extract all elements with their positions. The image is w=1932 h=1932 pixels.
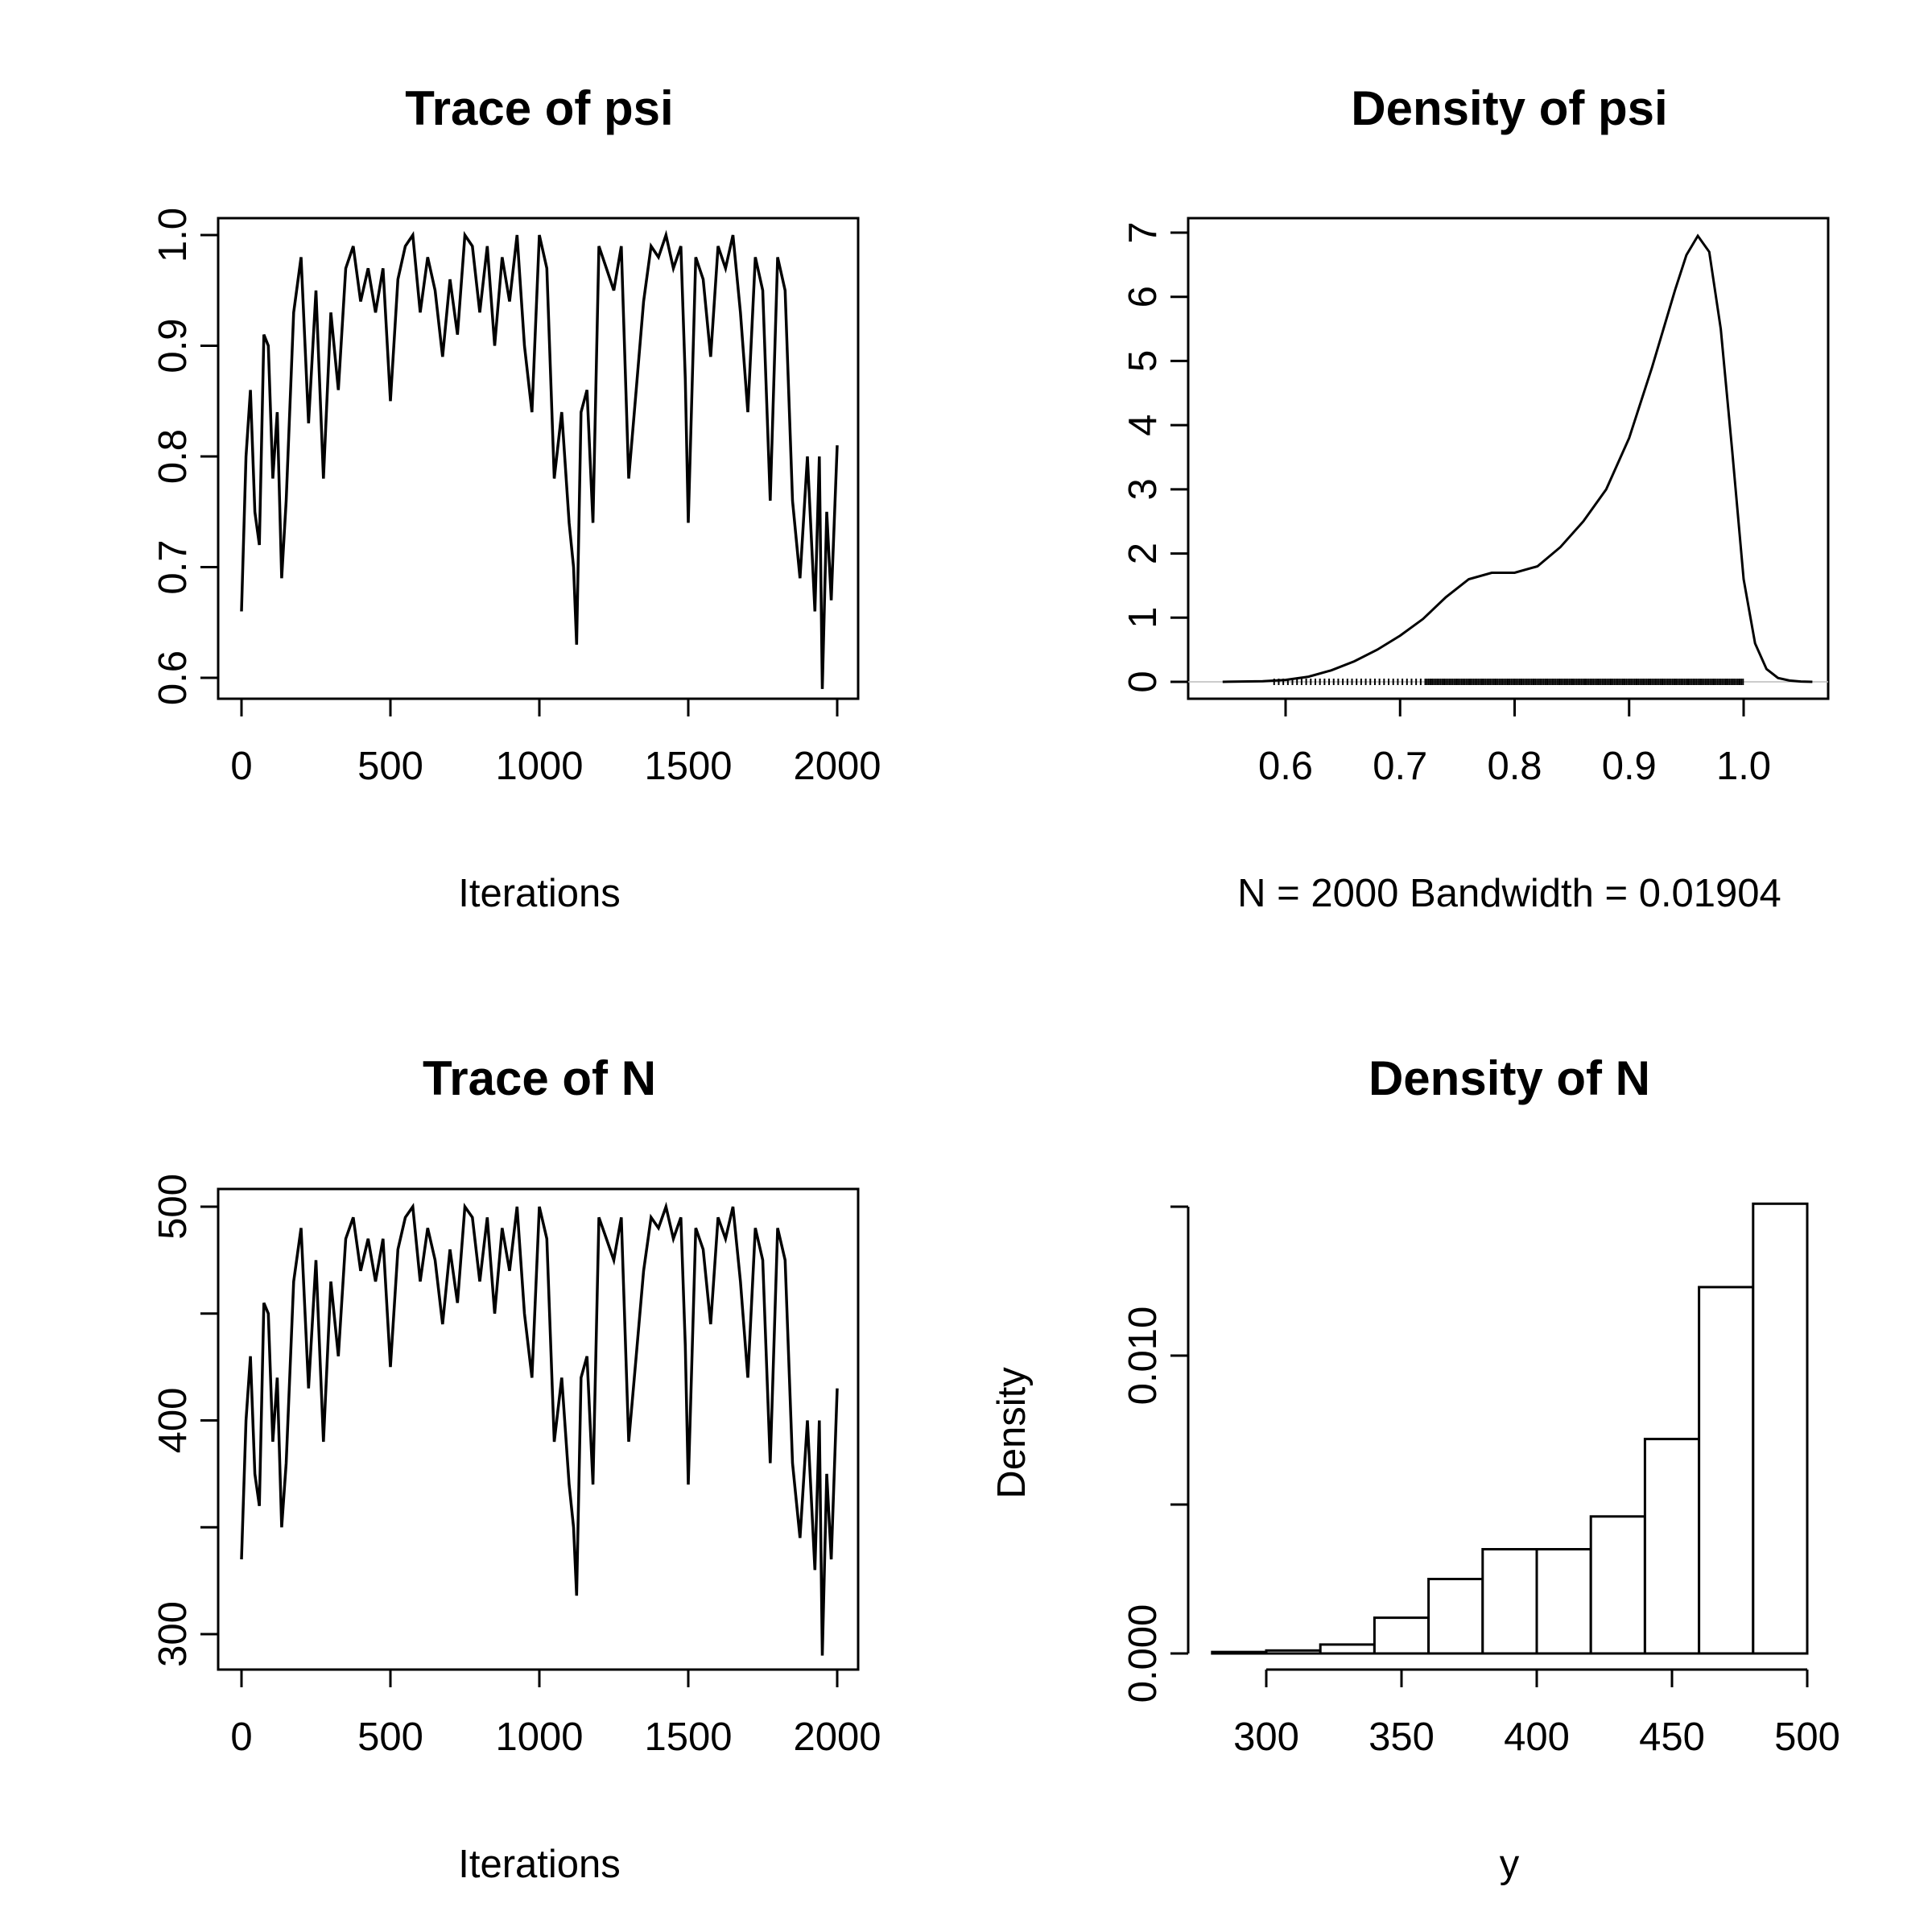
y-tick-label: 0.7 [151,539,195,594]
density-curve [1222,233,1813,683]
y-tick-label: 4 [1121,415,1165,436]
y-tick-label: 400 [151,1388,195,1454]
x-axis-label: y [1500,1843,1520,1886]
y-tick-label: 0.9 [151,318,195,373]
x-tick-label: 0 [230,745,252,788]
x-axis-label: N = 2000 Bandwidth = 0.01904 [1237,872,1781,915]
x-tick-label: 1500 [644,1715,732,1759]
y-tick-label: 2 [1121,543,1165,564]
x-tick-label: 2000 [793,745,881,788]
histogram-bar [1698,1286,1755,1655]
histogram-bar [1265,1649,1322,1655]
rug-marks [1273,679,1744,685]
x-tick-label: 1000 [495,1715,583,1759]
x-tick-label: 0 [230,1715,252,1759]
histogram-bar [1373,1616,1430,1655]
y-axis-label: Density [990,1367,1034,1499]
y-tick-label: 1 [1121,607,1165,629]
y-axis: 0.6 0.7 0.8 0.9 1.0 [151,208,220,705]
panel-density-psi: Density of psi 0.6 0.7 0.8 0.9 1.0 01234567 … [1121,81,1830,915]
y-tick-label: 3 [1121,478,1165,500]
x-axis-label: Iterations [458,872,621,915]
y-axis: 0 1 2 3 4 5 6 7 [1121,221,1190,693]
x-axis: 0.6 0.7 0.8 0.9 1.0 [1258,697,1771,788]
panel-trace-psi: Trace of psi 0 500 1000 1500 2000 0.60.70.80… [151,81,881,915]
chart-title: Trace of psi [405,81,673,135]
trace-line [240,1201,839,1656]
x-tick-label: 1000 [495,745,583,788]
y-tick-label: 0.8 [151,429,195,484]
y-tick-label: 7 [1121,221,1165,243]
histogram-bar [1481,1548,1538,1655]
x-axis: 300 350 400 450 500 [1233,1668,1840,1759]
x-tick-label: 500 [1774,1715,1840,1759]
y-tick-label: 1.0 [151,208,195,262]
x-tick-label: 0.7 [1373,745,1427,788]
histogram-bar [1427,1578,1484,1655]
x-axis: 0 500 1000 1500 2000 [230,1668,881,1759]
x-tick-label: 500 [357,1715,423,1759]
x-tick-label: 0.6 [1258,745,1313,788]
histogram-bar [1319,1643,1376,1655]
y-axis: 300 400 500 [151,1174,220,1667]
x-tick-label: 2000 [793,1715,881,1759]
y-tick-label: 500 [151,1174,195,1240]
histogram-bar [1589,1515,1646,1655]
trace-line [240,229,839,689]
histogram-bars [1211,1202,1809,1655]
histogram-bar [1752,1202,1809,1655]
y-tick-label: 5 [1121,350,1165,372]
chart-title: Trace of N [423,1051,656,1105]
y-tick-label: 0.6 [151,650,195,705]
y-tick-label: 0 [1121,671,1165,692]
panel-trace-n: Trace of N 0 500 1000 1500 2000 300 400 500 It… [151,1051,881,1886]
y-tick-label: 0.010 [1121,1307,1165,1406]
histogram-bar [1643,1438,1701,1655]
x-tick-label: 400 [1504,1715,1570,1759]
x-tick-label: 1.0 [1716,745,1771,788]
x-axis-label: Iterations [458,1843,621,1886]
histogram-bar [1211,1650,1268,1655]
x-tick-label: 300 [1233,1715,1299,1759]
histogram-bar [1535,1548,1592,1655]
y-tick-label: 300 [151,1601,195,1667]
x-tick-label: 0.9 [1602,745,1657,788]
panel-density-n: Density of N 300 350 400 450 500 0.0000.010 … [990,1051,1840,1886]
x-tick-label: 450 [1639,1715,1705,1759]
chart-title: Density of psi [1351,81,1667,135]
y-axis: 0.000 0.010 [1121,1205,1190,1703]
x-tick-label: 350 [1368,1715,1435,1759]
y-tick-label: 0.000 [1121,1604,1165,1703]
x-tick-label: 500 [357,745,423,788]
y-tick-label: 6 [1121,286,1165,308]
x-axis: 0 500 1000 1500 2000 [230,697,881,788]
x-tick-label: 1500 [644,745,732,788]
x-tick-label: 0.8 [1487,745,1542,788]
chart-title: Density of N [1368,1051,1650,1105]
